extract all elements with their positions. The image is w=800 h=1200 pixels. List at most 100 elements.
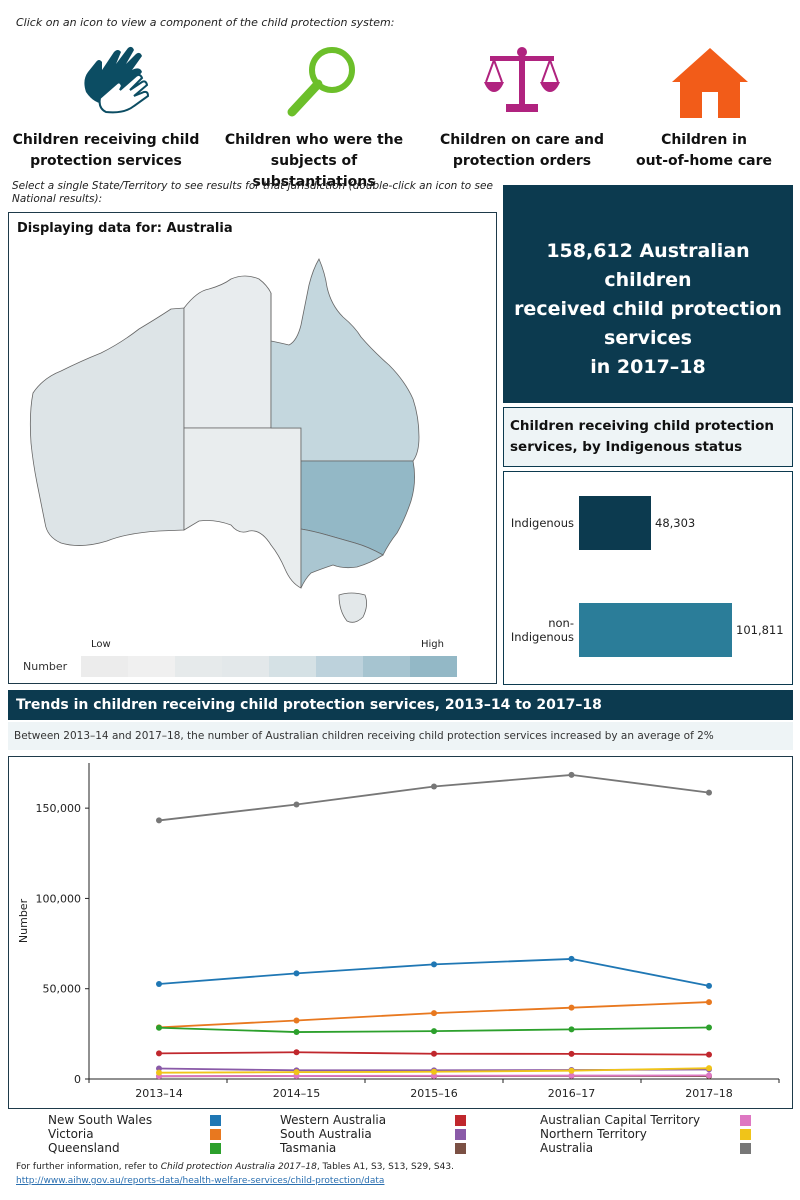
nav-label-line: Children who were the [224,132,404,148]
trends-subheader: Between 2013–14 and 2017–18, the number … [8,722,793,750]
legend-ramp-step [128,656,175,677]
indigenous-title-line: Children receiving child protection [510,418,774,434]
nav-label-line: protection orders [452,153,592,169]
headline-line: 158,612 Australian children [546,240,750,291]
bar-category-line: non- [548,616,574,630]
map-state-nt[interactable] [183,275,272,429]
series-point-victoria [568,1004,575,1011]
nav-label-line: Children on care and [439,132,604,148]
series-point-new-south-wales [568,955,575,962]
house-icon [672,48,748,118]
legend-swatch[interactable] [740,1143,751,1154]
legend-swatch[interactable] [740,1129,751,1140]
legend-label[interactable]: Northern Territory [540,1127,647,1141]
series-point-australia [293,801,300,808]
nav-label-substantiations[interactable]: Children who were the subjects of substa… [214,130,414,193]
bar-non-indigenous[interactable] [579,603,732,657]
map-state-tas[interactable] [338,592,367,623]
legend-color-ramp [81,656,457,677]
x-tick-label: 2013–14 [135,1087,183,1100]
indigenous-title-line: services, by Indigenous status [510,439,743,455]
legend-swatch[interactable] [455,1129,466,1140]
series-point-australia [156,817,162,824]
nav-label-line: protection services [30,153,182,169]
legend-label[interactable]: South Australia [280,1127,372,1141]
map-state-wa[interactable] [29,307,185,546]
legend-label[interactable]: Tasmania [280,1141,337,1155]
footnote: For further information, refer to Child … [16,1162,454,1172]
series-point-new-south-wales [706,982,712,989]
bar-value-indigenous: 48,303 [655,516,696,530]
series-point-northern-territory [568,1067,575,1074]
series-point-queensland [568,1026,575,1033]
x-tick-label: 2017–18 [685,1087,733,1100]
series-point-new-south-wales [293,970,300,977]
series-point-victoria [706,999,712,1006]
map-state-qld[interactable] [270,258,420,462]
series-point-australia [431,783,437,790]
hands-icon [84,46,150,114]
legend-ramp-step [222,656,269,677]
nav-label-out-of-home-care[interactable]: Children in out-of-home care [604,130,800,172]
y-tick-label: 100,000 [36,892,82,905]
footnote-link[interactable]: http://www.aihw.gov.au/reports-data/heal… [16,1176,385,1186]
legend-swatch[interactable] [210,1129,221,1140]
nav-icon-care-protection-orders[interactable] [480,42,564,126]
nav-label-child-protection-services[interactable]: Children receiving child protection serv… [6,130,206,172]
legend-label[interactable]: New South Wales [48,1113,153,1127]
bar-indigenous[interactable] [579,496,651,550]
bar-category-line: Indigenous [510,630,574,644]
map-state-vic[interactable] [300,528,384,589]
legend-ramp-step [269,656,316,677]
nav-icon-substantiations[interactable] [284,42,368,126]
series-point-victoria [293,1017,300,1024]
nav-icon-child-protection-services[interactable] [76,42,160,126]
scales-icon [484,47,560,112]
headline-line: in 2017–18 [590,356,706,378]
series-point-victoria [431,1010,437,1017]
series-point-northern-territory [156,1069,162,1076]
legend-swatch[interactable] [210,1115,221,1126]
series-point-queensland [706,1024,712,1031]
nav-label-line: out-of-home care [635,153,773,169]
series-point-new-south-wales [156,981,162,988]
legend-swatch[interactable] [740,1115,751,1126]
legend-swatch[interactable] [455,1115,466,1126]
legend-ramp-step [363,656,410,677]
series-point-western-australia [293,1049,300,1056]
nav-icon-out-of-home-care[interactable] [668,42,752,126]
legend-label[interactable]: Victoria [48,1127,94,1141]
bar-category-non-indigenous: non- Indigenous [508,616,574,644]
map-panel: Displaying data for: Australia Low High … [8,212,497,684]
legend-label[interactable]: Queensland [48,1141,120,1155]
series-point-northern-territory [431,1068,437,1075]
series-point-western-australia [568,1050,575,1057]
instruction-text: Click on an icon to view a component of … [16,16,395,29]
nav-label-line: Children in [661,132,747,148]
bar-category-indigenous: Indigenous [508,516,574,530]
series-point-queensland [293,1029,300,1036]
nav-label-care-protection-orders[interactable]: Children on care and protection orders [422,130,622,172]
legend-swatch[interactable] [210,1143,221,1154]
series-point-new-south-wales [431,961,437,968]
x-tick-label: 2014–15 [273,1087,321,1100]
legend-swatch[interactable] [455,1143,466,1154]
series-point-australia [706,789,712,796]
series-point-queensland [156,1024,162,1031]
headline-line: received child protection [514,298,782,320]
series-point-western-australia [156,1050,162,1057]
series-point-western-australia [706,1051,712,1058]
map-state-sa[interactable] [183,427,302,589]
y-tick-label: 150,000 [36,802,82,815]
select-hint-text: Select a single State/Territory to see r… [12,180,493,205]
series-point-queensland [431,1028,437,1035]
legend-ramp-step [81,656,128,677]
indigenous-chart-title: Children receiving child protection serv… [503,407,793,467]
legend-low-label: Low [91,639,111,650]
legend-label[interactable]: Western Australia [280,1113,387,1127]
indigenous-bar-chart: Indigenous 48,303 non- Indigenous 101,81… [503,471,793,685]
legend-label[interactable]: Australia [540,1141,594,1155]
legend-label[interactable]: Australian Capital Territory [540,1113,701,1127]
legend-ramp-step [410,656,457,677]
headline-box: 158,612 Australian children received chi… [503,185,793,403]
